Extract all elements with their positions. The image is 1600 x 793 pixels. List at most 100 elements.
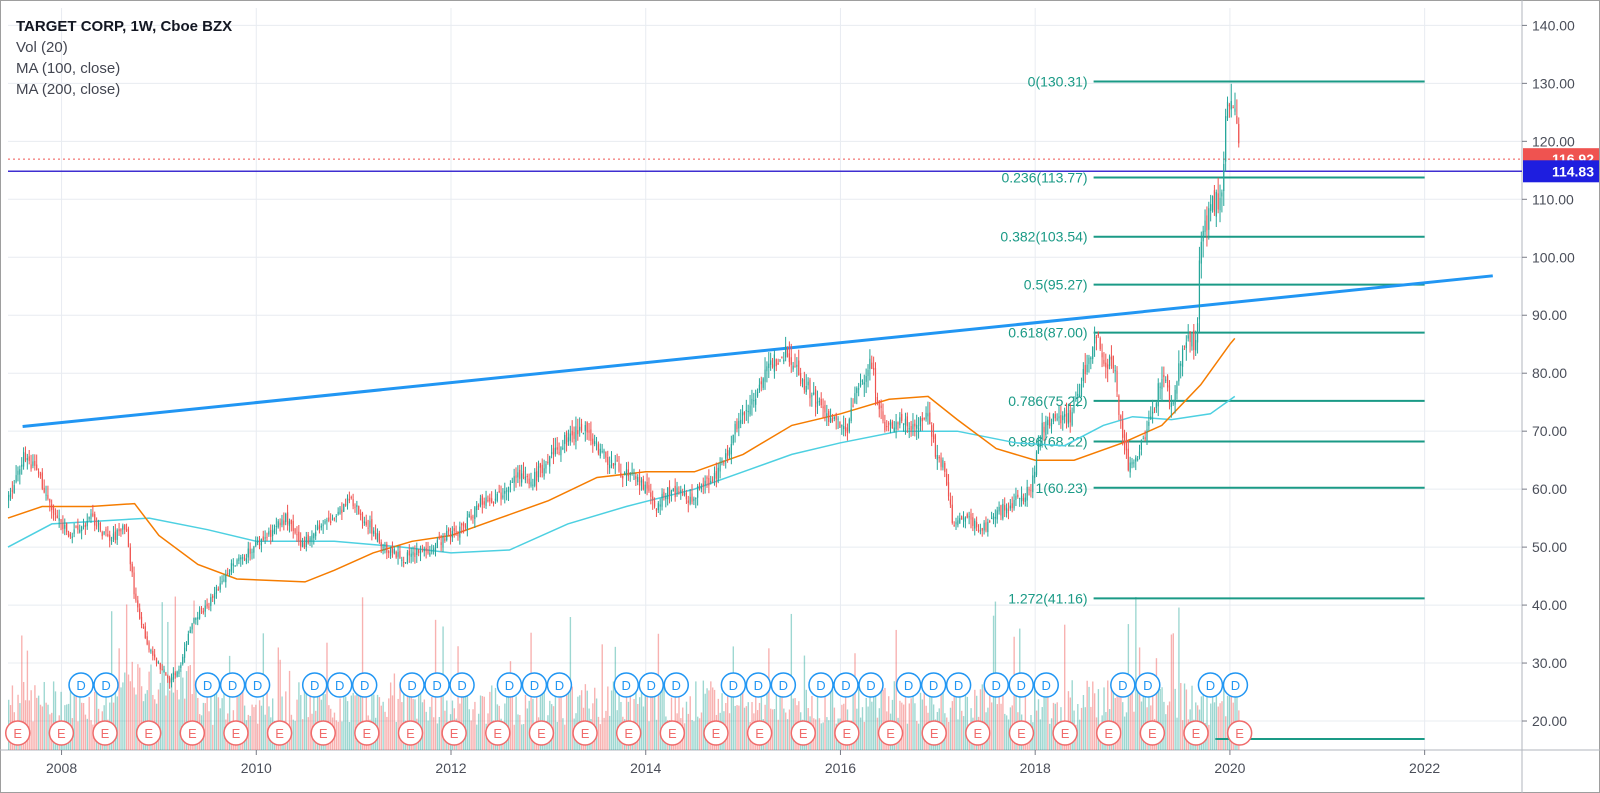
candle-body	[897, 422, 899, 424]
volume-bar	[942, 682, 944, 750]
volume-bar	[861, 707, 864, 750]
candle-body	[569, 433, 571, 441]
volume-bar	[193, 600, 195, 750]
candle-body	[981, 528, 983, 531]
volume-bar	[1215, 685, 1218, 750]
candle-body	[1090, 357, 1092, 360]
volume-bar	[494, 687, 497, 750]
volume-bar	[509, 661, 512, 750]
candle-body	[923, 418, 925, 420]
volume-bar	[712, 687, 714, 750]
earnings-icon	[92, 720, 118, 746]
volume-bar	[781, 680, 783, 750]
candle-body	[706, 477, 708, 479]
candle-body	[889, 422, 892, 426]
candle-body	[266, 536, 268, 538]
candle-body	[884, 421, 886, 431]
candle-body	[272, 530, 274, 537]
price-tick-label: 120.00	[1532, 133, 1575, 149]
dividend-icon	[1033, 672, 1059, 698]
candle-body	[455, 531, 457, 533]
earnings-icon-label: E	[1017, 726, 1026, 741]
volume-bar	[238, 684, 240, 750]
indicator-ma100[interactable]: MA (100, close)	[16, 60, 121, 77]
candle-body	[919, 417, 922, 427]
candle-body	[601, 451, 603, 453]
candle-body	[732, 434, 734, 444]
volume-bar	[37, 695, 40, 750]
candle-body	[58, 518, 60, 521]
candle-body	[17, 470, 19, 475]
volume-bar	[1110, 689, 1113, 750]
candle-body	[659, 504, 661, 507]
symbol-title[interactable]: TARGET CORP, 1W, Cboe BZX	[16, 18, 233, 35]
candle-body	[917, 428, 920, 430]
candle-body	[470, 516, 472, 519]
dividend-icon	[194, 672, 221, 698]
candle-body	[558, 452, 560, 454]
candle-body	[687, 500, 689, 503]
candle-body	[972, 517, 974, 526]
candle-body	[633, 473, 635, 475]
candle-body	[1215, 192, 1217, 217]
dividend-icon-label: D	[76, 678, 85, 693]
indicator-ma200[interactable]: MA (200, close)	[16, 81, 121, 98]
indicator-volume[interactable]: Vol (20)	[16, 39, 68, 56]
candle-body	[1225, 116, 1227, 162]
candle-body	[977, 529, 980, 532]
candle-body	[399, 550, 401, 559]
volume-bar	[811, 695, 813, 750]
candle-body	[786, 349, 789, 357]
volume-bar	[1155, 658, 1158, 750]
candle-body	[730, 444, 732, 455]
volume-bar	[917, 723, 920, 750]
candlesticks	[8, 83, 1240, 689]
earnings-icon	[1095, 720, 1122, 746]
earnings-icon-label: E	[973, 726, 982, 741]
candle-body	[996, 510, 998, 520]
dividend-icon	[244, 672, 271, 698]
candle-body	[710, 480, 712, 483]
volume-bar	[298, 682, 300, 750]
volume-bar	[740, 688, 742, 750]
dividend-markers	[68, 672, 1249, 698]
volume-bar	[678, 683, 680, 750]
volume-bar	[1077, 704, 1079, 750]
candle-body	[318, 524, 321, 530]
candle-body	[1078, 395, 1081, 397]
volume-bar	[648, 721, 650, 750]
candle-body	[828, 411, 830, 422]
candle-body	[433, 548, 435, 550]
candle-body	[105, 529, 107, 532]
volume-bar	[1080, 707, 1083, 750]
volume-bar	[341, 721, 343, 750]
volume-bar	[1015, 692, 1017, 750]
volume-bar	[1097, 689, 1100, 750]
candle-body	[1097, 333, 1099, 336]
dividend-icon	[945, 672, 972, 698]
candle-body	[1219, 197, 1221, 211]
candle-body	[1217, 193, 1219, 210]
candle-body	[637, 477, 639, 482]
candle-body	[1208, 208, 1210, 230]
candle-body	[8, 495, 10, 501]
volume-bar	[1148, 689, 1150, 750]
candle-body	[1200, 241, 1202, 264]
candle-body	[800, 373, 802, 384]
candle-body	[726, 449, 729, 456]
volume-bar	[522, 724, 525, 750]
candle-body	[1065, 409, 1068, 423]
candle-body	[550, 452, 553, 454]
candle-body	[213, 592, 216, 599]
candle-body	[1206, 215, 1208, 231]
candle-body	[114, 531, 116, 541]
volume-bar	[736, 705, 738, 750]
candle-body	[43, 487, 45, 493]
candle-body	[1195, 340, 1197, 351]
candle-body	[1228, 104, 1230, 107]
candle-body	[79, 529, 81, 533]
candle-body	[751, 398, 753, 405]
volume-bar	[472, 709, 474, 750]
volume-bar	[914, 703, 916, 750]
